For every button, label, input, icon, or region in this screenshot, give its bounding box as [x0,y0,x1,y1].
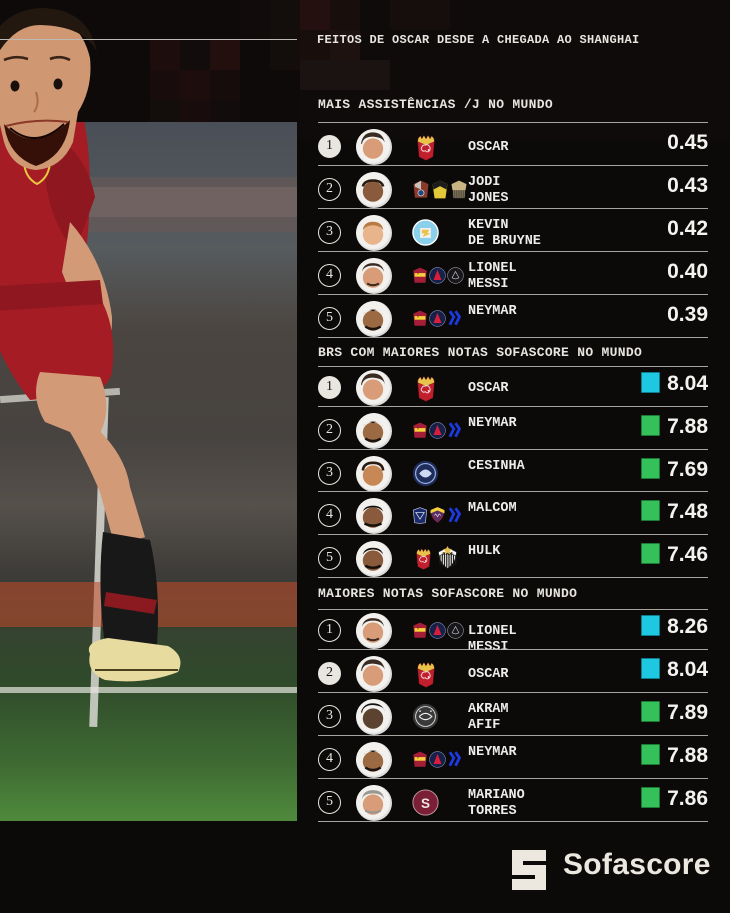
svg-text:S: S [421,795,430,810]
